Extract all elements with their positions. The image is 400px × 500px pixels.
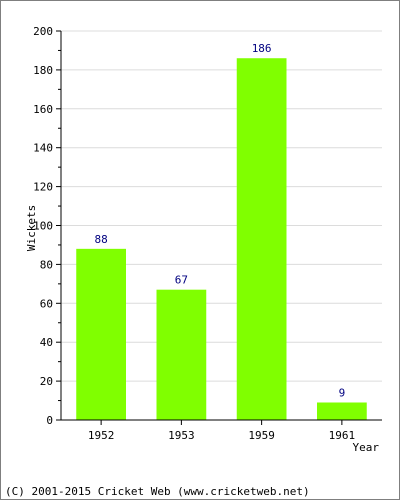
data-label-1952: 88 bbox=[95, 233, 108, 246]
y-tick-label: 180 bbox=[33, 64, 53, 77]
x-axis-label: Year bbox=[353, 441, 380, 454]
bars-layer: 88 67 186 9 bbox=[76, 42, 367, 420]
y-tick-label: 80 bbox=[40, 258, 53, 271]
y-tick-label: 60 bbox=[40, 297, 53, 310]
y-tick-label: 140 bbox=[33, 142, 53, 155]
data-label-1953: 67 bbox=[175, 274, 188, 287]
x-tick-label-1961: 1961 bbox=[329, 429, 356, 442]
y-tick-label: 100 bbox=[33, 220, 53, 233]
y-tick-label: 160 bbox=[33, 103, 53, 116]
axis-layer: 1952 1953 1959 1961 0 20 40 60 80 100 120 140 160 180… bbox=[33, 25, 382, 442]
data-label-1961: 9 bbox=[339, 386, 346, 399]
x-tick-label-1952: 1952 bbox=[88, 429, 115, 442]
x-tick-label-1953: 1953 bbox=[168, 429, 195, 442]
bar-1959 bbox=[236, 58, 287, 420]
y-tick-label: 200 bbox=[33, 25, 53, 38]
data-label-1959: 186 bbox=[252, 42, 272, 55]
bar-1953 bbox=[156, 289, 207, 420]
y-tick-label: 0 bbox=[46, 414, 53, 427]
y-tick-label: 40 bbox=[40, 336, 53, 349]
copyright-footer: (C) 2001-2015 Cricket Web (www.cricketwe… bbox=[5, 485, 310, 498]
bar-1952 bbox=[76, 248, 127, 420]
bar-1961 bbox=[316, 402, 367, 420]
y-tick-label: 120 bbox=[33, 181, 53, 194]
y-axis-label: Wickets bbox=[25, 205, 38, 251]
x-tick-label-1959: 1959 bbox=[248, 429, 275, 442]
y-tick-label: 20 bbox=[40, 375, 53, 388]
